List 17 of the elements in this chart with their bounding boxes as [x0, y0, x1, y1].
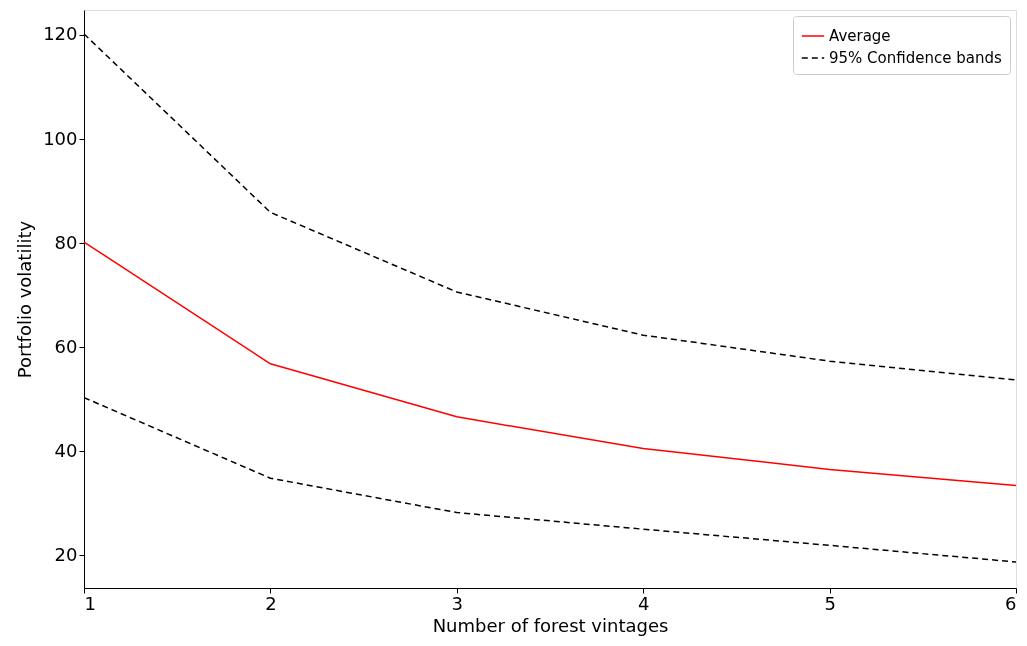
legend-label: 95% Confidence bands	[829, 49, 1002, 67]
x-tick-label: 3	[451, 592, 464, 614]
y-tick-label: 60	[54, 335, 78, 357]
x-tick-label: 5	[824, 592, 836, 614]
y-axis-title: Portfolio volatility	[14, 220, 36, 379]
x-axis-title: Number of forest vintages	[432, 614, 669, 636]
y-tick-label: 40	[54, 439, 78, 461]
x-tick-label: 2	[265, 592, 277, 614]
x-tick-label: 1	[84, 592, 96, 614]
legend-label: Average	[829, 27, 891, 45]
y-tick-label: 80	[54, 231, 78, 253]
y-tick-label: 20	[54, 543, 78, 565]
x-tick-label: 4	[637, 592, 650, 614]
y-tick-label: 120	[43, 23, 78, 45]
x-tick-label: 6	[1005, 592, 1017, 614]
y-tick-label: 100	[43, 127, 78, 149]
line-series	[83, 241, 1017, 487]
